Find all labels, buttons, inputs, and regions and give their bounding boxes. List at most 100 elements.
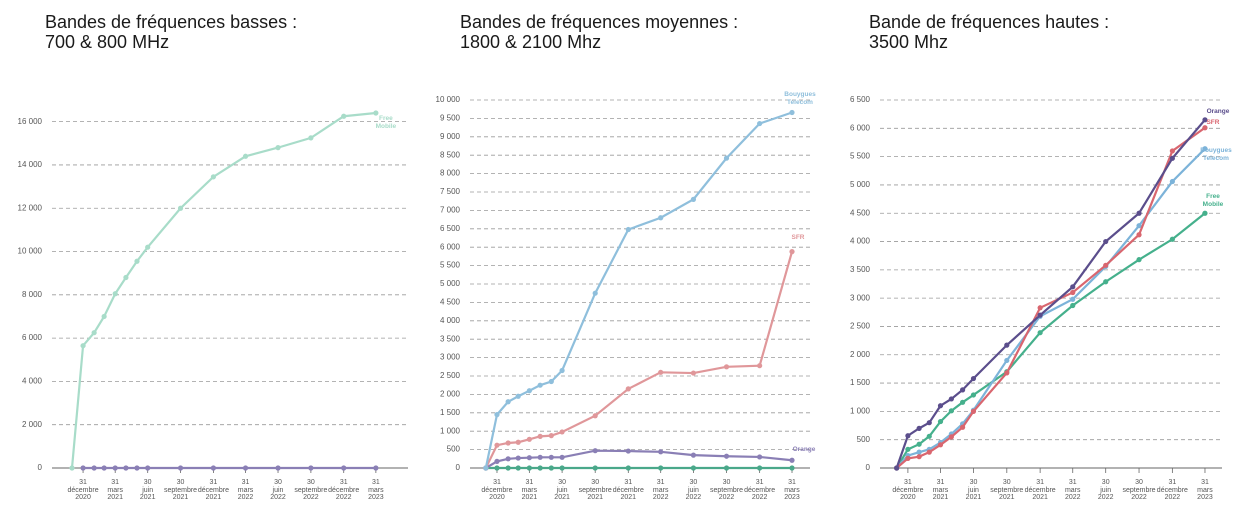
- y-tick-label: 4 500: [440, 298, 461, 307]
- y-tick-label: 500: [447, 445, 461, 454]
- data-point: [757, 363, 763, 369]
- data-point: [145, 244, 151, 250]
- data-point: [1136, 257, 1142, 263]
- y-tick-label: 2 000: [22, 420, 43, 429]
- y-tick-label: 1 000: [440, 426, 461, 435]
- data-point: [80, 343, 86, 349]
- data-point: [690, 465, 697, 471]
- data-point: [1169, 155, 1175, 161]
- x-tick-label: 31 décembre 2020: [892, 479, 924, 501]
- chart-subtitle: 1800 & 2100 Mhz: [460, 32, 601, 52]
- data-point: [494, 412, 500, 418]
- data-point: [537, 382, 543, 388]
- data-point: [905, 455, 911, 461]
- data-point: [112, 291, 118, 297]
- y-tick-label: 1 000: [850, 406, 871, 415]
- data-point: [537, 465, 543, 471]
- y-tick-label: 9 000: [440, 132, 461, 141]
- series-label: Orange: [1206, 107, 1230, 115]
- data-point: [894, 465, 900, 471]
- chart-title: Bandes de fréquences basses :: [45, 12, 297, 32]
- data-point: [112, 465, 118, 471]
- data-point: [592, 290, 598, 296]
- data-point: [341, 113, 347, 119]
- y-tick-label: 6 000: [850, 123, 871, 132]
- data-point: [948, 434, 954, 440]
- data-point: [526, 455, 532, 461]
- y-tick-label: 5 500: [850, 152, 871, 161]
- data-point: [80, 465, 86, 471]
- y-tick-label: 500: [857, 435, 871, 444]
- data-point: [926, 433, 932, 439]
- y-tick-label: 16 000: [18, 117, 43, 126]
- data-point: [960, 424, 966, 430]
- data-point: [916, 441, 922, 447]
- y-tick-label: 2 000: [850, 350, 871, 359]
- data-point: [134, 258, 140, 264]
- data-point: [483, 465, 489, 471]
- y-tick-label: 8 500: [440, 150, 461, 159]
- y-tick-label: 0: [866, 463, 871, 472]
- x-tick-label: 31 mars 2022: [237, 479, 254, 501]
- data-point: [1103, 279, 1109, 285]
- y-tick-label: 3 500: [850, 265, 871, 274]
- series-line: [895, 119, 1206, 469]
- data-point: [1202, 117, 1208, 123]
- data-point: [937, 442, 944, 448]
- data-point: [69, 465, 75, 471]
- chart-title: Bandes de fréquences moyennes :: [460, 12, 738, 32]
- x-tick-label: 30 septembre 2022: [709, 479, 744, 501]
- y-tick-label: 5 000: [850, 180, 871, 189]
- data-point: [515, 455, 521, 461]
- y-tick-label: 14 000: [18, 160, 43, 169]
- data-point: [789, 249, 795, 255]
- y-tick-label: 12 000: [18, 203, 43, 212]
- data-point: [970, 392, 977, 398]
- x-tick-label: 30 septembre 2021: [163, 479, 198, 501]
- data-point: [592, 413, 598, 419]
- data-point: [905, 433, 911, 439]
- data-point: [526, 436, 532, 442]
- y-tick-label: 8 000: [440, 169, 461, 178]
- y-tick-label: 2 000: [440, 390, 461, 399]
- data-point: [690, 452, 697, 458]
- data-point: [905, 446, 911, 452]
- x-tick-label: 31 mars 2021: [932, 479, 949, 501]
- data-point: [308, 465, 314, 471]
- data-point: [658, 449, 664, 455]
- data-point: [690, 196, 697, 202]
- data-point: [723, 155, 730, 161]
- data-point: [723, 465, 730, 471]
- y-tick-label: 1 500: [440, 408, 461, 417]
- data-point: [1037, 312, 1043, 318]
- data-point: [1136, 210, 1142, 216]
- data-point: [308, 135, 314, 141]
- data-point: [275, 145, 281, 151]
- chart-subtitle: 700 & 800 MHz: [45, 32, 169, 52]
- data-point: [515, 439, 521, 445]
- data-point: [526, 388, 532, 394]
- data-point: [1004, 342, 1010, 348]
- data-point: [526, 465, 532, 471]
- data-point: [916, 449, 922, 455]
- chart-subtitle: 3500 Mhz: [869, 32, 948, 52]
- data-point: [505, 440, 511, 446]
- data-point: [537, 433, 543, 439]
- data-point: [926, 449, 932, 455]
- data-point: [210, 465, 216, 471]
- y-tick-label: 10 000: [18, 247, 43, 256]
- data-point: [1004, 370, 1010, 376]
- data-point: [937, 403, 944, 409]
- data-point: [548, 454, 554, 460]
- data-point: [515, 393, 521, 399]
- x-tick-label: 31 mars 2022: [652, 479, 669, 501]
- data-point: [625, 465, 631, 471]
- data-point: [548, 378, 554, 385]
- data-point: [625, 226, 631, 233]
- data-point: [1103, 238, 1109, 245]
- data-point: [757, 454, 763, 460]
- data-point: [723, 364, 730, 370]
- data-point: [242, 153, 249, 159]
